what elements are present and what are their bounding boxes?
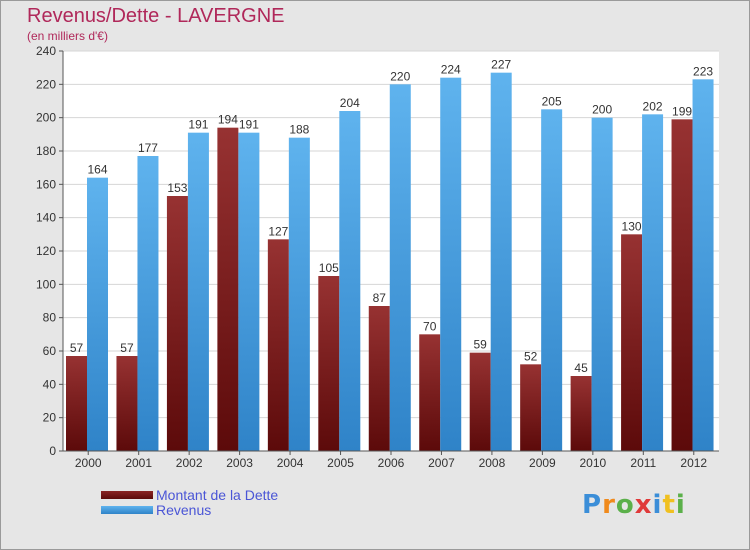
data-label-revenue: 164	[87, 163, 107, 177]
bar-revenue	[339, 111, 361, 451]
bar-debt	[267, 239, 289, 451]
y-tick-label: 20	[43, 411, 57, 425]
y-tick-label: 80	[43, 311, 57, 325]
y-tick-label: 40	[43, 377, 57, 391]
proxiti-logo: Proxiti	[582, 490, 686, 520]
data-label-debt: 127	[268, 224, 288, 238]
bar-debt	[166, 196, 188, 451]
bar-revenue	[591, 117, 613, 452]
x-tick-label: 2002	[176, 456, 203, 470]
y-tick-label: 60	[43, 344, 57, 358]
x-tick-label: 2003	[226, 456, 253, 470]
bar-revenue	[87, 177, 108, 451]
data-label-debt: 57	[120, 341, 134, 355]
x-tick-label: 2009	[529, 456, 556, 470]
data-label-revenue: 205	[542, 94, 562, 108]
bar-revenue	[137, 156, 159, 451]
y-tick-label: 100	[36, 277, 56, 291]
data-label-revenue: 191	[188, 118, 208, 132]
legend-swatch-debt	[101, 490, 153, 499]
bar-revenue	[642, 114, 664, 451]
data-label-debt: 199	[672, 104, 692, 118]
bar-revenue	[288, 137, 310, 451]
data-label-revenue: 220	[390, 69, 410, 83]
legend-item-revenue: Revenus	[101, 501, 278, 518]
data-label-revenue: 191	[239, 118, 259, 132]
bar-revenue	[440, 77, 462, 452]
y-tick-label: 140	[36, 211, 56, 225]
bar-debt	[419, 334, 441, 451]
data-label-revenue: 200	[592, 103, 612, 117]
bar-revenue	[187, 132, 209, 451]
bar-debt	[520, 364, 542, 451]
bar-debt	[318, 276, 340, 451]
data-label-revenue: 223	[693, 64, 713, 78]
bar-revenue	[692, 79, 714, 451]
x-tick-label: 2008	[479, 456, 506, 470]
legend-item-debt: Montant de la Dette	[101, 486, 279, 503]
bar-debt	[671, 119, 693, 451]
data-label-debt: 105	[319, 261, 339, 275]
bar-revenue	[541, 109, 563, 451]
y-tick-label: 160	[36, 177, 56, 191]
legend: Montant de la Dette Revenus	[101, 486, 279, 518]
y-tick-label: 240	[36, 44, 56, 58]
bar-debt	[621, 234, 643, 451]
data-label-revenue: 177	[138, 141, 158, 155]
x-tick-label: 2001	[125, 456, 152, 470]
data-label-debt: 57	[70, 341, 84, 355]
y-tick-label: 180	[36, 144, 56, 158]
x-tick-label: 2005	[327, 456, 354, 470]
bar-revenue	[238, 132, 260, 451]
data-label-debt: 194	[218, 113, 238, 127]
x-tick-label: 2010	[579, 456, 606, 470]
x-tick-label: 2007	[428, 456, 455, 470]
bar-debt	[217, 127, 239, 452]
data-label-revenue: 202	[643, 99, 663, 113]
bar-debt	[469, 352, 491, 451]
data-label-revenue: 227	[491, 58, 511, 72]
data-label-debt: 87	[373, 291, 387, 305]
x-tick-label: 2004	[277, 456, 304, 470]
bar-debt	[116, 356, 138, 451]
bar-debt	[368, 306, 390, 451]
legend-swatch-revenue	[101, 505, 153, 514]
x-tick-label: 2011	[630, 456, 656, 470]
data-label-revenue: 204	[340, 96, 360, 110]
y-tick-label: 200	[36, 111, 56, 125]
bar-revenue	[389, 84, 411, 451]
x-tick-label: 2012	[680, 456, 707, 470]
data-label-debt: 45	[574, 361, 588, 375]
y-tick-label: 0	[49, 444, 56, 458]
legend-label-revenue: Revenus	[156, 501, 212, 518]
data-label-revenue: 188	[289, 123, 309, 137]
x-tick-label: 2006	[378, 456, 405, 470]
data-label-debt: 153	[167, 181, 187, 195]
chart-subtitle: (en milliers d'€)	[27, 29, 108, 43]
chart-title: Revenus/Dette - LAVERGNE	[27, 5, 285, 27]
data-label-debt: 130	[622, 219, 642, 233]
legend-label-debt: Montant de la Dette	[156, 486, 279, 503]
y-tick-label: 220	[36, 77, 56, 91]
y-tick-label: 120	[36, 244, 56, 258]
data-label-debt: 52	[524, 349, 538, 363]
bar-debt	[570, 376, 592, 451]
bar-revenue	[490, 72, 512, 452]
data-label-revenue: 224	[441, 63, 461, 77]
bar-debt	[66, 356, 87, 451]
data-label-debt: 70	[423, 319, 437, 333]
data-label-debt: 59	[474, 338, 488, 352]
x-tick-label: 2000	[75, 456, 102, 470]
